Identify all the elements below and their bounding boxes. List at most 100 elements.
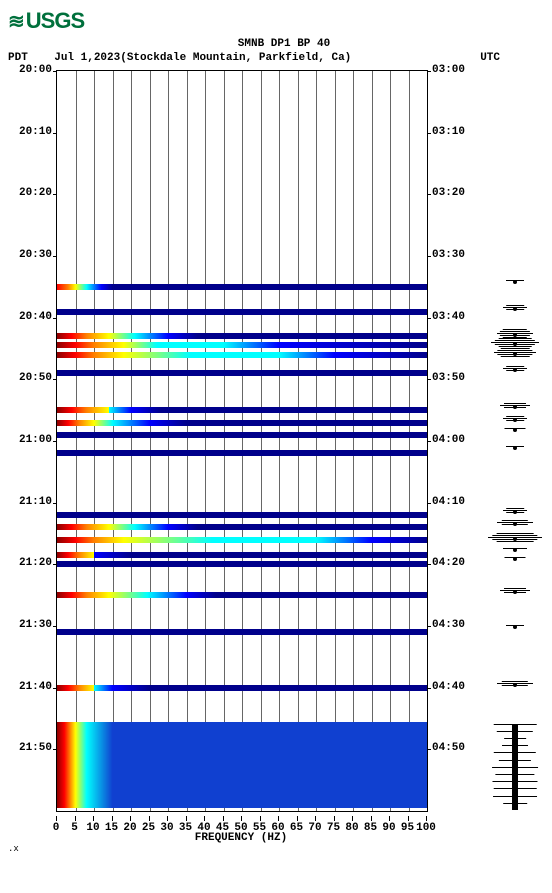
spectrogram-panel xyxy=(56,70,428,812)
left-time-label: 21:30 xyxy=(8,619,52,631)
x-tick xyxy=(241,816,242,821)
spectrogram-row xyxy=(57,552,427,558)
x-tick xyxy=(167,816,168,821)
y-tick xyxy=(53,503,57,504)
right-time-label: 04:40 xyxy=(432,681,476,693)
spectrogram-row xyxy=(57,592,427,598)
left-time-label: 21:50 xyxy=(8,742,52,754)
x-tick xyxy=(334,816,335,821)
y-tick xyxy=(53,71,57,72)
right-time-label: 03:30 xyxy=(432,249,476,261)
x-tick xyxy=(426,816,427,821)
spectrogram-row xyxy=(57,407,427,413)
gridline xyxy=(168,71,169,811)
date-location-text: Jul 1,2023(Stockdale Mountain, Parkfield… xyxy=(54,52,351,64)
gridline xyxy=(335,71,336,811)
y-tick xyxy=(53,626,57,627)
gridline xyxy=(131,71,132,811)
left-time-label: 20:50 xyxy=(8,372,52,384)
spectrogram-row xyxy=(57,629,427,635)
x-tick xyxy=(149,816,150,821)
spectrogram-row xyxy=(57,450,427,456)
y-tick xyxy=(53,441,57,442)
x-tick xyxy=(75,816,76,821)
gridline xyxy=(390,71,391,811)
y-tick xyxy=(427,564,431,565)
spectrogram-row xyxy=(57,685,427,691)
gridline xyxy=(150,71,151,811)
right-time-label: 03:50 xyxy=(432,372,476,384)
spectrogram-row xyxy=(57,432,427,438)
gridline xyxy=(353,71,354,811)
spectrogram-row xyxy=(57,512,427,518)
right-time-label: 04:20 xyxy=(432,557,476,569)
y-tick xyxy=(53,256,57,257)
x-tick xyxy=(112,816,113,821)
y-tick xyxy=(427,688,431,689)
y-tick xyxy=(427,194,431,195)
x-tick xyxy=(297,816,298,821)
y-tick xyxy=(53,318,57,319)
spectrogram-row xyxy=(57,420,427,426)
right-time-label: 03:40 xyxy=(432,311,476,323)
gridline xyxy=(205,71,206,811)
usgs-logo-text: USGS xyxy=(26,8,84,33)
y-tick xyxy=(53,133,57,134)
x-tick xyxy=(223,816,224,821)
plot-subheader: PDT Jul 1,2023(Stockdale Mountain, Parkf… xyxy=(8,52,552,64)
spectrogram-row xyxy=(57,537,427,543)
left-time-label: 20:30 xyxy=(8,249,52,261)
waveform-panel xyxy=(480,70,550,810)
x-tick xyxy=(186,816,187,821)
gridline xyxy=(372,71,373,811)
gridline xyxy=(76,71,77,811)
gridline xyxy=(261,71,262,811)
spectrogram-row xyxy=(57,352,427,358)
left-time-label: 21:10 xyxy=(8,496,52,508)
gridline xyxy=(298,71,299,811)
gridline xyxy=(316,71,317,811)
left-time-label: 20:10 xyxy=(8,126,52,138)
y-tick xyxy=(427,441,431,442)
usgs-logo: ≋USGS xyxy=(8,8,552,34)
x-tick xyxy=(130,816,131,821)
left-time-label: 21:20 xyxy=(8,557,52,569)
x-tick xyxy=(204,816,205,821)
footnote: .x xyxy=(8,844,552,854)
spectrogram-row xyxy=(57,284,427,290)
x-tick xyxy=(278,816,279,821)
x-tick xyxy=(56,816,57,821)
y-tick xyxy=(427,503,431,504)
right-time-label: 04:10 xyxy=(432,496,476,508)
left-time-label: 20:20 xyxy=(8,187,52,199)
x-tick xyxy=(93,816,94,821)
x-tick xyxy=(408,816,409,821)
x-tick xyxy=(352,816,353,821)
y-tick xyxy=(427,749,431,750)
x-tick xyxy=(315,816,316,821)
y-tick xyxy=(427,133,431,134)
spectrogram-row xyxy=(57,342,427,348)
left-time-label: 20:00 xyxy=(8,64,52,76)
container: ≋USGS SMNB DP1 BP 40 PDT Jul 1,2023(Stoc… xyxy=(8,8,552,854)
gridline xyxy=(409,71,410,811)
gridline xyxy=(279,71,280,811)
y-tick xyxy=(53,379,57,380)
left-time-label: 21:40 xyxy=(8,681,52,693)
gridline xyxy=(242,71,243,811)
left-time-label: 21:00 xyxy=(8,434,52,446)
y-tick xyxy=(427,256,431,257)
spectrogram-row xyxy=(57,722,427,808)
y-tick xyxy=(53,194,57,195)
usgs-wave-icon: ≋ xyxy=(8,9,24,34)
gridline xyxy=(224,71,225,811)
x-tick xyxy=(260,816,261,821)
gridline xyxy=(94,71,95,811)
y-tick xyxy=(427,626,431,627)
timezone-left-label: PDT xyxy=(8,52,28,64)
gridline xyxy=(187,71,188,811)
y-tick xyxy=(427,318,431,319)
plot-area: 20:0020:1020:2020:3020:4020:5021:0021:10… xyxy=(8,70,544,840)
spectrogram-row xyxy=(57,370,427,376)
spectrogram-row xyxy=(57,524,427,530)
